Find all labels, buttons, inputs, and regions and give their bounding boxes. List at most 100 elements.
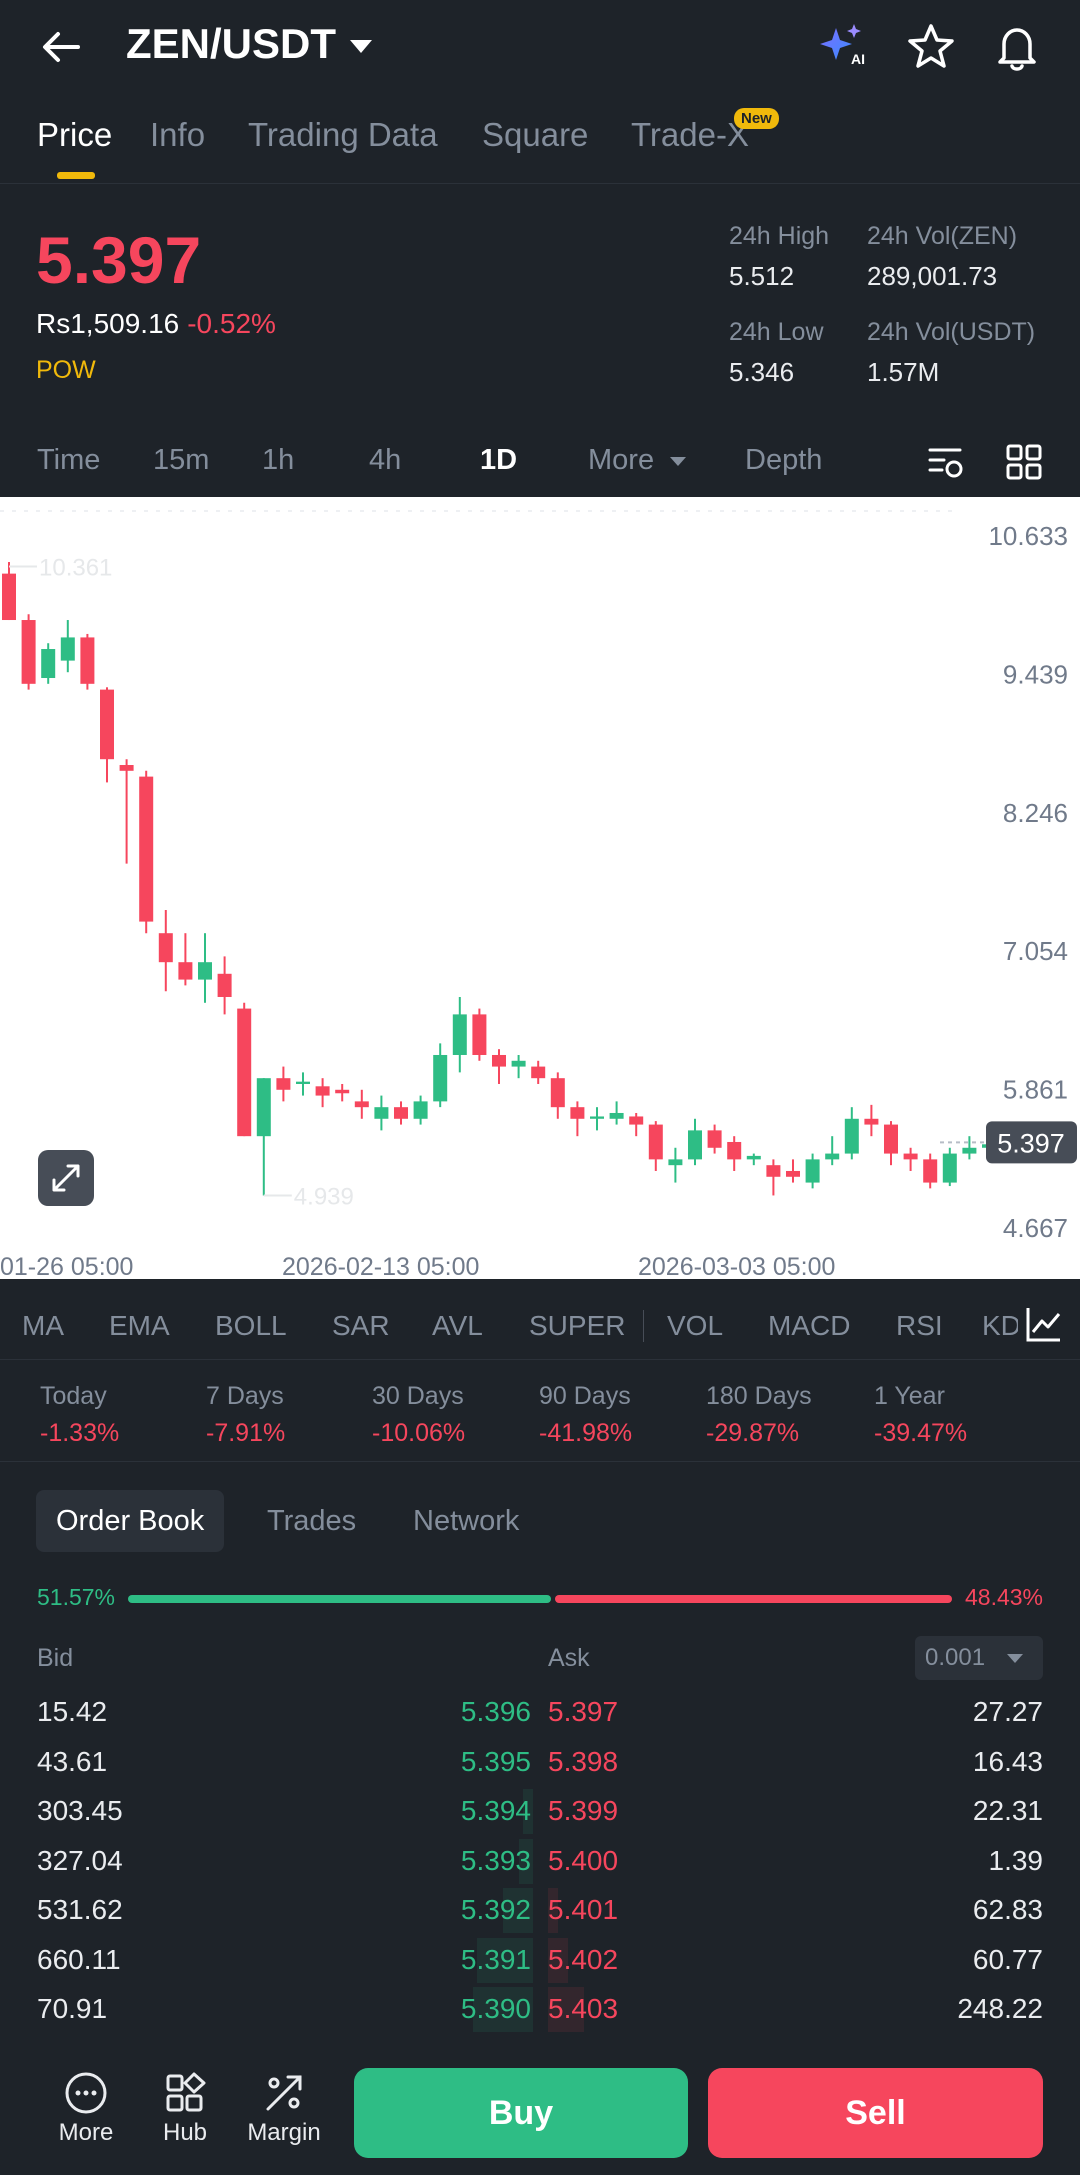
sell-button[interactable]: Sell [708, 2068, 1043, 2158]
candle-body [452, 1014, 467, 1055]
indicator-bar: MA EMA BOLL SAR AVL SUPER VOL MACD RSI K… [0, 1290, 1080, 1360]
stat-24h-vol-quote: 24h Vol(USDT) 1.57M [867, 318, 1035, 388]
order-book-row[interactable]: 303.45 5.394 5.399 22.31 [0, 1787, 1080, 1836]
fullscreen-button[interactable] [38, 1150, 94, 1206]
interval-1d[interactable]: 1D [480, 444, 518, 476]
stat-24h-vol-base: 24h Vol(ZEN) 289,001.73 [867, 222, 1017, 292]
candlestick-chart: 10.633 9.439 8.246 7.054 5.861 4.667 10.361 4.9… [0, 510, 1077, 1279]
interval-1h[interactable]: 1h [262, 444, 295, 476]
order-book-row[interactable]: 327.04 5.393 5.400 1.39 [0, 1837, 1080, 1886]
price-chart[interactable]: 10.633 9.439 8.246 7.054 5.861 4.667 10.361 4.9… [0, 497, 1080, 1279]
candle-body [413, 1101, 428, 1119]
indicator-avl[interactable]: AVL [432, 1310, 483, 1341]
chart-settings-icon[interactable] [926, 442, 966, 482]
tab-trade-x[interactable]: Trade-X New [631, 108, 779, 154]
ask-price: 5.397 [548, 1696, 619, 1727]
interval-more[interactable]: More [588, 444, 687, 477]
layout-grid-icon[interactable] [1004, 442, 1044, 482]
y-axis-tick-label: 9.439 [1003, 659, 1068, 689]
nav-more[interactable]: More [41, 2071, 131, 2147]
min-price-label: 4.939 [294, 1183, 354, 1210]
new-badge: New [734, 108, 779, 129]
indicator-kd[interactable]: KD [982, 1310, 1021, 1341]
perf-today: Today -1.33% [40, 1382, 119, 1448]
candle-body [100, 689, 114, 760]
indicator-macd[interactable]: MACD [768, 1310, 851, 1341]
book-header: Bid Ask [0, 1644, 1080, 1684]
bid-price: 5.396 [460, 1696, 531, 1727]
candle-body [158, 933, 173, 963]
interval-depth[interactable]: Depth [745, 444, 823, 476]
candle-body [531, 1066, 546, 1079]
candle-body [256, 1078, 271, 1137]
tab-trades[interactable]: Trades [267, 1505, 357, 1537]
candle-body [844, 1118, 859, 1154]
order-book-row[interactable]: 70.91 5.390 5.403 248.22 [0, 1985, 1080, 2034]
interval-15m[interactable]: 15m [153, 444, 210, 476]
bid-quantity: 327.04 [37, 1844, 123, 1876]
indicator-rsi[interactable]: RSI [896, 1310, 943, 1341]
interval-4h[interactable]: 4h [369, 444, 402, 476]
indicator-sar[interactable]: SAR [332, 1310, 390, 1341]
tab-price[interactable]: Price [37, 116, 113, 153]
active-tab-indicator [57, 172, 95, 179]
tab-order-book[interactable]: Order Book [36, 1490, 225, 1552]
top-bar: ZEN/USDT AI [0, 0, 1080, 100]
order-book-row[interactable]: 15.42 5.396 5.397 27.27 [0, 1688, 1080, 1737]
indicator-settings-button[interactable] [1018, 1290, 1080, 1359]
nav-hub[interactable]: Hub [140, 2071, 230, 2147]
fiat-value: Rs1,509.16 [36, 308, 180, 339]
perf-label: 30 Days [372, 1382, 464, 1410]
star-icon[interactable] [904, 20, 958, 74]
candle-body [374, 1107, 389, 1119]
ask-quantity: 62.83 [972, 1894, 1043, 1925]
y-axis-tick-label: 5.861 [1003, 1075, 1068, 1105]
ask-price: 5.398 [548, 1745, 619, 1777]
nav-margin[interactable]: Margin [239, 2071, 329, 2147]
candle-body [805, 1159, 820, 1183]
candle-body [688, 1130, 702, 1160]
expand-icon [52, 1164, 80, 1192]
candle-body [139, 776, 154, 922]
pair-tag[interactable]: POW [36, 356, 96, 384]
bid-percent: 51.57% [37, 1584, 116, 1610]
y-axis-tick-label: 7.054 [1003, 936, 1068, 966]
precision-selector[interactable]: 0.001 [915, 1636, 1043, 1680]
candle-body [60, 637, 75, 661]
pair-selector[interactable]: ZEN/USDT [126, 20, 372, 68]
ai-sparkle-icon[interactable]: AI [816, 20, 870, 74]
buy-button[interactable]: Buy [354, 2068, 688, 2158]
indicator-ma[interactable]: MA [22, 1310, 64, 1341]
candle-body [217, 973, 232, 997]
candle-body [119, 765, 134, 771]
indicator-vol[interactable]: VOL [667, 1310, 724, 1341]
order-book-row[interactable]: 660.11 5.391 5.402 60.77 [0, 1936, 1080, 1985]
perf-30d: 30 Days -10.06% [372, 1382, 465, 1448]
stat-label: 24h High [729, 222, 830, 250]
tab-trade-x-label: Trade-X [631, 116, 749, 153]
current-price-tag [986, 1121, 1077, 1164]
ask-depth-bar [548, 1937, 568, 1983]
candle-body [315, 1086, 330, 1096]
ask-quantity: 27.27 [972, 1696, 1043, 1727]
bid-depth-bar [503, 1888, 533, 1933]
tab-network[interactable]: Network [413, 1505, 520, 1537]
stat-value: 1.57M [867, 357, 940, 387]
order-book-row[interactable]: 531.62 5.392 5.401 62.83 [0, 1886, 1080, 1935]
ask-quantity: 22.31 [972, 1795, 1043, 1826]
x-axis-tick-label: 01-26 05:00 [0, 1253, 133, 1279]
interval-time[interactable]: Time [37, 444, 101, 476]
svg-text:AI: AI [851, 51, 865, 67]
back-arrow-icon[interactable] [36, 22, 86, 72]
tab-info[interactable]: Info [150, 116, 206, 153]
candle-body [433, 1054, 448, 1102]
bid-quantity: 531.62 [37, 1894, 123, 1925]
indicator-boll[interactable]: BOLL [215, 1310, 287, 1341]
indicator-super[interactable]: SUPER [529, 1310, 626, 1341]
tab-trading-data[interactable]: Trading Data [248, 116, 438, 153]
tab-square[interactable]: Square [482, 116, 589, 153]
bell-icon[interactable] [990, 20, 1044, 74]
indicator-ema[interactable]: EMA [109, 1310, 170, 1341]
candle-body [492, 1054, 506, 1067]
order-book-row[interactable]: 43.61 5.395 5.398 16.43 [0, 1738, 1080, 1787]
